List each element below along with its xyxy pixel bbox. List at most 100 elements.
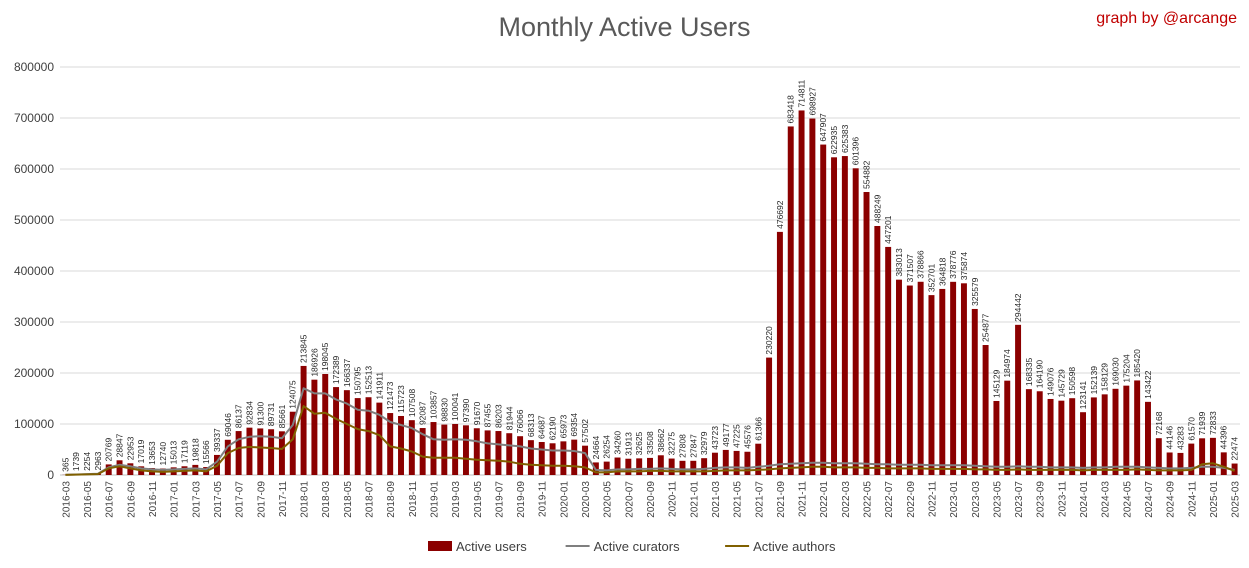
x-tick-label: 2016-05 bbox=[83, 481, 94, 518]
bar-active-users bbox=[690, 460, 697, 475]
x-tick-label: 2023-03 bbox=[971, 481, 982, 518]
x-tick-label: 2024-09 bbox=[1166, 481, 1177, 518]
x-tick-label: 2020-11 bbox=[668, 481, 679, 517]
x-tick-label: 2019-03 bbox=[451, 481, 462, 518]
data-label: 294442 bbox=[1013, 293, 1023, 322]
data-label: 32275 bbox=[667, 432, 677, 456]
data-label: 149076 bbox=[1046, 367, 1056, 396]
x-tick-label: 2023-11 bbox=[1057, 481, 1068, 517]
bar-active-users bbox=[625, 458, 632, 475]
data-label: 12740 bbox=[158, 442, 168, 466]
data-label: 33508 bbox=[645, 431, 655, 455]
data-label: 69354 bbox=[569, 413, 579, 437]
x-tick-label: 2021-01 bbox=[689, 481, 700, 518]
bar-active-users bbox=[473, 428, 480, 475]
bar-active-users bbox=[679, 460, 686, 475]
x-tick-label: 2023-07 bbox=[1014, 481, 1025, 518]
data-label: 186926 bbox=[309, 348, 319, 377]
bar-active-users bbox=[495, 431, 502, 475]
line-active-authors bbox=[65, 405, 1235, 476]
x-tick-label: 2017-03 bbox=[191, 481, 202, 518]
data-label: 15013 bbox=[169, 440, 179, 464]
data-label: 1739 bbox=[71, 452, 81, 471]
data-label: 86203 bbox=[493, 404, 503, 428]
data-label: 87455 bbox=[483, 403, 493, 427]
data-label: 27808 bbox=[677, 434, 687, 458]
data-label: 158129 bbox=[1100, 363, 1110, 392]
x-tick-label: 2018-01 bbox=[300, 481, 311, 518]
data-label: 150795 bbox=[353, 366, 363, 395]
data-label: 92087 bbox=[418, 401, 428, 425]
data-label: 164190 bbox=[1035, 360, 1045, 389]
x-tick-label: 2017-07 bbox=[235, 481, 246, 518]
bar-active-users bbox=[971, 308, 978, 475]
x-tick-label: 2022-05 bbox=[863, 481, 874, 518]
data-label: 38662 bbox=[656, 428, 666, 452]
bar-active-users bbox=[1080, 412, 1087, 475]
data-label: 57502 bbox=[580, 419, 590, 443]
data-label: 364818 bbox=[937, 257, 947, 286]
x-tick-label: 2022-09 bbox=[906, 481, 917, 518]
x-tick-label: 2019-05 bbox=[473, 481, 484, 518]
data-label: 98830 bbox=[439, 398, 449, 422]
x-tick-label: 2025-01 bbox=[1209, 481, 1220, 518]
bar-active-users bbox=[224, 439, 231, 475]
x-tick-label: 2020-05 bbox=[603, 481, 614, 518]
data-label: 44146 bbox=[1165, 426, 1175, 450]
bar-active-users bbox=[560, 441, 567, 475]
x-tick-label: 2021-09 bbox=[776, 481, 787, 518]
bar-active-users bbox=[582, 445, 589, 475]
bar-active-users bbox=[452, 423, 459, 475]
x-tick-label: 2018-05 bbox=[343, 481, 354, 518]
bar-active-users bbox=[1145, 401, 1151, 475]
bar-active-users bbox=[441, 424, 448, 475]
data-label: 81944 bbox=[504, 406, 514, 430]
data-label: 488249 bbox=[872, 194, 882, 223]
x-tick-label: 2024-11 bbox=[1187, 481, 1198, 517]
x-tick-label: 2022-01 bbox=[819, 481, 830, 518]
x-tick-label: 2020-09 bbox=[646, 481, 657, 518]
bar-active-users bbox=[863, 192, 870, 475]
data-label: 68313 bbox=[526, 413, 536, 437]
bar-active-users bbox=[257, 428, 264, 475]
data-label: 103857 bbox=[428, 390, 438, 419]
data-label: 168335 bbox=[1024, 358, 1034, 387]
bar-active-users bbox=[852, 168, 859, 476]
bar-active-users bbox=[1155, 438, 1162, 475]
data-label: 622935 bbox=[829, 126, 839, 155]
data-label: 19818 bbox=[190, 438, 200, 462]
bar-active-users bbox=[1025, 389, 1032, 475]
data-label: 145729 bbox=[1056, 369, 1066, 398]
data-label: 85661 bbox=[277, 404, 287, 428]
bar-active-users bbox=[1058, 400, 1065, 475]
data-label: 683418 bbox=[786, 95, 796, 124]
x-tick-label: 2024-07 bbox=[1144, 481, 1155, 518]
x-tick-label: 2017-09 bbox=[256, 481, 267, 518]
bar-active-users bbox=[960, 283, 967, 475]
data-label: 2963 bbox=[93, 451, 103, 470]
data-label: 230220 bbox=[764, 326, 774, 355]
data-label: 26254 bbox=[602, 435, 612, 459]
bar-active-users bbox=[398, 415, 404, 475]
bar-active-users bbox=[668, 458, 675, 475]
data-label: 91300 bbox=[255, 402, 265, 426]
bar-active-users bbox=[755, 443, 762, 475]
bar-active-users bbox=[841, 156, 848, 475]
data-label: 97390 bbox=[461, 398, 471, 422]
bar-active-users bbox=[776, 231, 783, 475]
bar-active-users bbox=[1047, 398, 1054, 475]
data-label: 17119 bbox=[179, 440, 189, 463]
x-tick-label: 2023-01 bbox=[949, 481, 960, 518]
data-label: 254877 bbox=[981, 313, 991, 342]
bar-active-users bbox=[1015, 324, 1022, 475]
data-label: 145129 bbox=[991, 369, 1001, 398]
bar-active-users bbox=[235, 431, 242, 475]
data-label: 378866 bbox=[916, 250, 926, 279]
data-label: 71939 bbox=[1197, 411, 1207, 435]
bar-active-users bbox=[917, 281, 924, 475]
bar-active-users bbox=[820, 144, 827, 475]
data-label: 44396 bbox=[1219, 425, 1229, 449]
data-label: 13653 bbox=[147, 441, 157, 465]
bar-active-users bbox=[278, 431, 285, 475]
